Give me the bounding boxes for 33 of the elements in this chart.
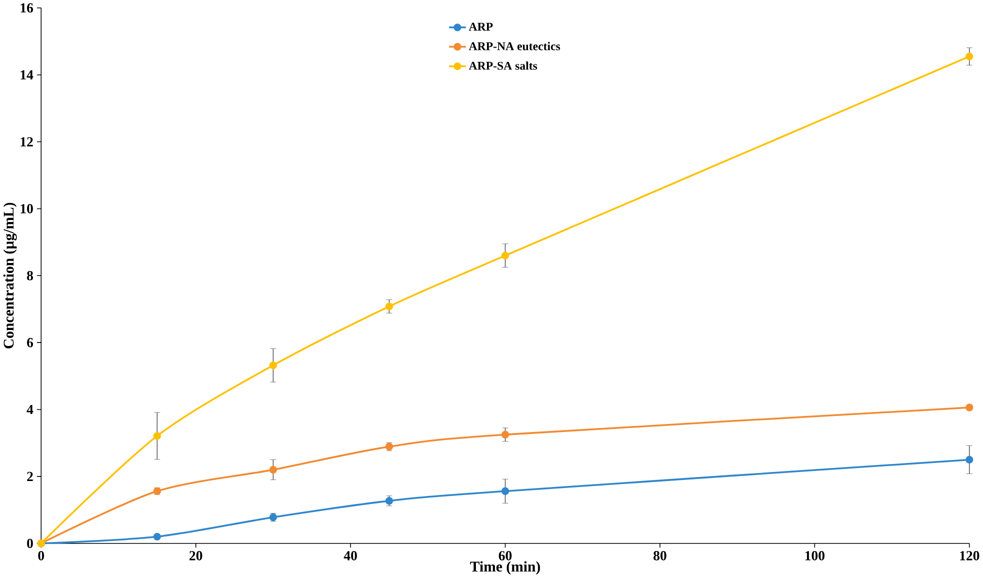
y-axis-title: Concentration (µg/mL) [3, 202, 17, 348]
point [966, 52, 974, 60]
point [269, 362, 278, 370]
point [385, 497, 394, 505]
legend-label: ARP-SA salts [468, 62, 538, 70]
y-tick-label: 10 [20, 204, 33, 214]
point [966, 404, 974, 412]
point [501, 430, 510, 438]
x-tick-label: 60 [498, 551, 512, 560]
y-tick-label: 14 [20, 70, 34, 80]
point [153, 532, 162, 541]
x-tick-label: 0 [38, 551, 44, 560]
y-tick-label: 6 [27, 338, 34, 348]
legend-label: ARP [468, 22, 493, 31]
y-tick-label: 8 [27, 271, 33, 280]
x-tick-label: 20 [190, 551, 202, 560]
legend-label: ARP-NA eutectics [468, 42, 560, 50]
y-tick-label: 12 [20, 137, 33, 146]
point [385, 302, 394, 310]
point [501, 487, 510, 496]
x-axis-title: Time (min) [470, 561, 540, 575]
x-tick-label: 120 [960, 551, 980, 560]
point [153, 432, 162, 440]
x-tick-label: 80 [654, 551, 666, 560]
y-tick-label: 2 [27, 472, 33, 482]
point [966, 456, 974, 464]
point [269, 466, 278, 474]
y-tick-label: 4 [26, 404, 34, 414]
point [501, 252, 510, 260]
x-tick-label: 40 [344, 551, 357, 560]
y-tick-label: 16 [20, 3, 34, 13]
x-tick-label: 100 [805, 551, 824, 560]
y-tick-label: 0 [27, 538, 33, 548]
